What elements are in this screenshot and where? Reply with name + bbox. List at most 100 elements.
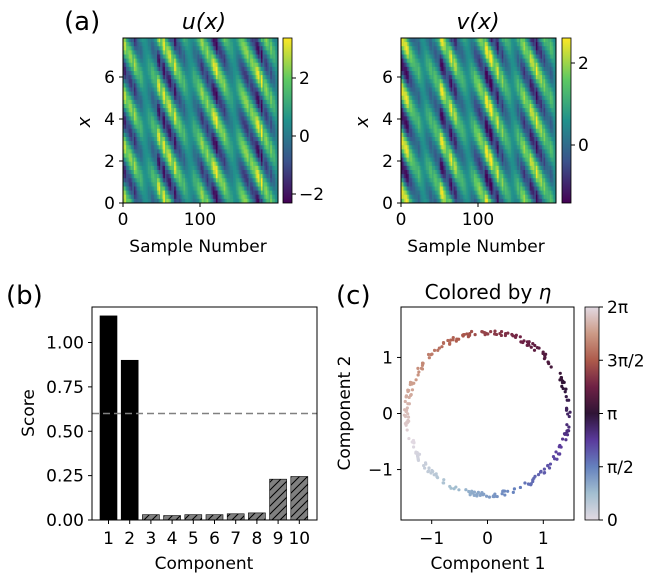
heatmap-u-cell bbox=[220, 141, 223, 146]
heatmap-u-cell bbox=[239, 71, 242, 76]
heatmap-u-cell bbox=[191, 128, 194, 134]
heatmap-v-cell bbox=[481, 42, 484, 47]
heatmap-u-cell bbox=[260, 91, 263, 97]
heatmap-u-cell bbox=[229, 153, 232, 159]
heatmap-v-cell bbox=[531, 54, 534, 60]
heatmap-u-cell bbox=[216, 95, 218, 101]
heatmap-u-cell bbox=[178, 116, 181, 121]
heatmap-u-cell bbox=[250, 62, 253, 68]
heatmap-u-cell bbox=[229, 71, 232, 76]
heatmap-u-cell bbox=[247, 66, 249, 72]
heatmap-u-cell bbox=[274, 58, 277, 64]
heatmap-u-cell bbox=[262, 153, 265, 159]
heatmap-v-cell bbox=[441, 58, 444, 64]
heatmap-u-cell bbox=[166, 116, 169, 121]
heatmap-v-cell bbox=[483, 54, 486, 60]
heatmap-u-cell bbox=[129, 91, 132, 97]
heatmap-u-cell bbox=[172, 145, 175, 150]
heatmap-u-cell bbox=[160, 95, 163, 101]
heatmap-u-cell bbox=[264, 120, 266, 126]
heatmap-u-cell bbox=[192, 62, 195, 68]
heatmap-u-cell bbox=[212, 46, 215, 51]
heatmap-u-cell bbox=[211, 79, 214, 84]
heatmap-u-cell bbox=[271, 157, 274, 163]
heatmap-u-cell bbox=[212, 104, 215, 109]
heatmap-u-cell bbox=[164, 153, 167, 159]
heatmap-u-cell bbox=[243, 124, 246, 130]
heatmap-v-cell bbox=[459, 66, 462, 72]
heatmap-u-cell bbox=[158, 71, 161, 76]
heatmap-u-cell bbox=[209, 194, 212, 200]
heatmap-u-cell bbox=[178, 87, 181, 93]
heatmap-u-cell bbox=[189, 38, 192, 43]
heatmap-u-cell bbox=[274, 108, 277, 113]
heatmap-v-cell bbox=[430, 38, 433, 43]
heatmap-u-cell bbox=[212, 66, 215, 72]
heatmap-v-cell bbox=[492, 66, 495, 72]
heatmap-v-cell bbox=[545, 46, 548, 51]
heatmap-v-cell bbox=[548, 62, 551, 68]
heatmap-u-cell bbox=[177, 124, 180, 130]
heatmap-u-cell bbox=[138, 190, 141, 196]
heatmap-u-cell bbox=[169, 58, 172, 64]
heatmap-u-cell bbox=[152, 83, 155, 88]
heatmap-v-cell bbox=[512, 50, 515, 55]
heatmap-u-cell bbox=[136, 104, 139, 109]
heatmap-u-cell bbox=[271, 54, 274, 60]
heatmap-u-cell bbox=[163, 38, 166, 43]
heatmap-u-cell bbox=[254, 79, 257, 84]
heatmap-v-cell bbox=[411, 71, 414, 76]
heatmap-u-cell bbox=[135, 198, 138, 204]
heatmap-u-cell bbox=[169, 153, 172, 159]
heatmap-u-cell bbox=[237, 190, 240, 196]
heatmap-u-cell bbox=[276, 182, 279, 187]
heatmap-u-cell bbox=[234, 108, 237, 113]
heatmap-u-cbtick-neg2: −2 bbox=[299, 185, 324, 205]
heatmap-v-cell bbox=[515, 62, 518, 68]
heatmap-v-cell bbox=[514, 71, 517, 76]
heatmap-u-cell bbox=[274, 54, 277, 60]
heatmap-v-cell bbox=[483, 46, 486, 51]
heatmap-u-cell bbox=[188, 186, 191, 192]
heatmap-u-cell bbox=[243, 108, 246, 113]
heatmap-u-cell bbox=[143, 161, 146, 167]
heatmap-u-cell bbox=[169, 170, 172, 175]
heatmap-u-cell bbox=[133, 128, 136, 134]
heatmap-u-cell bbox=[123, 58, 125, 64]
heatmap-u-cell bbox=[260, 99, 263, 105]
heatmap-u-cell bbox=[219, 79, 222, 84]
heatmap-v-cell bbox=[461, 50, 464, 55]
heatmap-v-cell bbox=[504, 46, 507, 51]
heatmap-u-cell bbox=[276, 153, 279, 159]
heatmap-v-cell bbox=[490, 42, 493, 47]
heatmap-u-cell bbox=[126, 198, 129, 204]
heatmap-u-cell bbox=[175, 38, 178, 43]
heatmap-u-cell bbox=[237, 182, 240, 187]
heatmap-u-cell bbox=[144, 112, 147, 117]
heatmap-u-cell bbox=[150, 174, 153, 179]
heatmap-u-cell bbox=[236, 132, 239, 138]
heatmap-u-cell bbox=[254, 161, 257, 167]
heatmap-v-cell bbox=[413, 46, 416, 51]
heatmap-u-cell bbox=[264, 87, 266, 93]
heatmap-u-cell bbox=[200, 145, 203, 150]
heatmap-u-cell bbox=[189, 99, 192, 105]
heatmap-u-cell bbox=[271, 42, 274, 47]
heatmap-u-cell bbox=[222, 71, 225, 76]
heatmap-v-cell bbox=[486, 58, 489, 64]
heatmap-u-cell bbox=[191, 83, 194, 88]
heatmap-u-cell bbox=[267, 128, 270, 134]
heatmap-u-cell bbox=[211, 108, 214, 113]
heatmap-v-cell bbox=[472, 46, 475, 51]
heatmap-v-cell bbox=[473, 50, 476, 55]
heatmap-u-cell bbox=[143, 83, 146, 88]
heatmap-u-cell bbox=[150, 46, 153, 51]
heatmap-u-cell bbox=[212, 182, 215, 187]
heatmap-u-cell bbox=[133, 153, 136, 159]
heatmap-u-cell bbox=[234, 42, 237, 47]
heatmap-u-cell bbox=[242, 99, 245, 105]
heatmap-u-cell bbox=[220, 58, 223, 64]
heatmap-v-cell bbox=[525, 62, 527, 68]
heatmap-u-cell bbox=[129, 83, 132, 88]
heatmap-u-cell bbox=[194, 186, 197, 192]
